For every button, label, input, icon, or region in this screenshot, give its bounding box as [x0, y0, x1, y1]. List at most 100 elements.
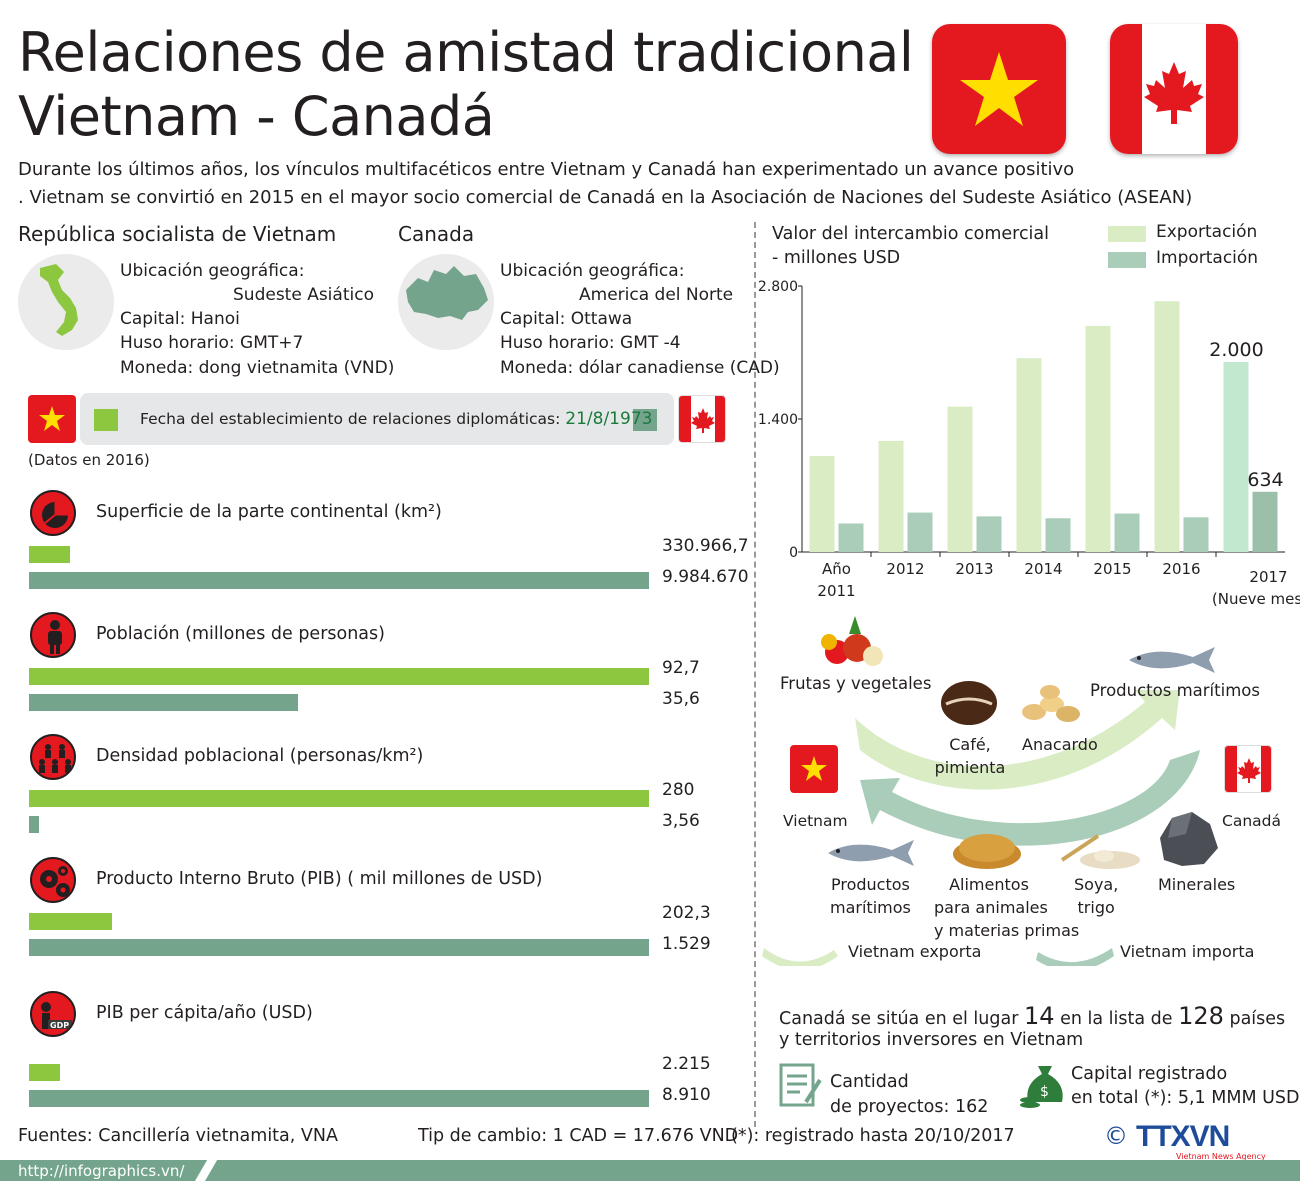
- x-tick-label: (Nueve meses): [1212, 590, 1300, 608]
- fruits-vegetables-icon: [821, 616, 883, 666]
- people-group-icon: [30, 734, 76, 780]
- x-tick-label: 2015: [1093, 560, 1131, 578]
- stat-title: PIB per cápita/año (USD): [96, 1003, 313, 1023]
- export-cashew-label: Anacardo: [1022, 735, 1098, 754]
- canada-name: Canada: [398, 222, 475, 246]
- coffee-bean-icon: [941, 681, 997, 725]
- export-bar: [1016, 358, 1042, 552]
- ttxvn-logo-sub: Vietnam News Agency: [1176, 1152, 1266, 1161]
- sources: Fuentes: Cancillería vietnamita, VNA: [18, 1126, 338, 1146]
- diplomatic-label: Fecha del establecimiento de relaciones …: [140, 410, 566, 428]
- vietnam-name: República socialista de Vietnam: [18, 222, 337, 246]
- import-feed-line3: y materias primas: [934, 921, 1080, 940]
- vietnam-stat-bar: [29, 913, 112, 930]
- gears-icon: [30, 857, 76, 903]
- footer-url[interactable]: http://infographics.vn/: [18, 1162, 185, 1180]
- export-bar: [947, 406, 973, 552]
- import-seafood-line2: marítimos: [830, 898, 911, 917]
- import-bar: [838, 523, 864, 552]
- document-icon: [779, 1063, 822, 1107]
- stat-title: Densidad poblacional (personas/km²): [96, 746, 424, 766]
- canada-capital: Capital: Ottawa: [500, 309, 633, 329]
- projects-value: de proyectos: 162: [830, 1097, 989, 1117]
- vietnam-legend-swatch: [94, 409, 118, 431]
- vietnam-stat-value: 280: [662, 780, 695, 800]
- vietnam-stat-value: 92,7: [662, 658, 700, 678]
- canada-legend-swatch: [633, 409, 657, 431]
- export-coffee-line1: Café,: [949, 735, 991, 754]
- vietnam-stat-bar: [29, 668, 649, 685]
- export-bar: [1154, 301, 1180, 552]
- import-seafood-label: Productos marítimos: [830, 873, 911, 919]
- canada-stat-value: 8.910: [662, 1085, 711, 1105]
- legend-export-label: Exportación: [1156, 222, 1258, 242]
- vietnam-stat-value: 2.215: [662, 1054, 711, 1074]
- vietnam-currency: Moneda: dong vietnamita (VND): [120, 358, 395, 378]
- investment-line2: y territorios inversores en Vietnam: [779, 1030, 1084, 1050]
- import-soy-line2: trigo: [1077, 898, 1115, 917]
- investment-rank: 14: [1023, 1002, 1055, 1030]
- export-seafood-label: Productos marítimos: [1090, 681, 1260, 700]
- projects-label: Cantidad: [830, 1072, 909, 1092]
- import-minerals-label: Minerales: [1158, 875, 1236, 894]
- canada-stat-bar: [29, 816, 39, 833]
- x-tick-label: 2011: [817, 582, 855, 600]
- animal-feed-icon: [953, 834, 1021, 869]
- export-bar: [1223, 362, 1249, 552]
- investment-text-b: en la lista de: [1054, 1009, 1179, 1029]
- stat-title: Superficie de la parte continental (km²): [96, 502, 442, 522]
- svg-text:GDP: GDP: [50, 1021, 69, 1030]
- import-bar: [907, 512, 933, 552]
- export-fruits-label: Frutas y vegetales: [780, 674, 932, 693]
- vietnam-trade-label: Vietnam: [783, 812, 848, 830]
- money-bag-icon: $: [1020, 1066, 1063, 1108]
- page-title-line2: Vietnam - Canadá: [18, 85, 495, 148]
- x-tick-label: 2014: [1024, 560, 1062, 578]
- canada-stat-bar: [29, 694, 298, 711]
- import-bar: [1252, 491, 1278, 552]
- minerals-icon: [1160, 812, 1218, 866]
- legend-import-swatch: [1108, 252, 1146, 268]
- registration-note: (*): registrado hasta 20/10/2017: [731, 1126, 1015, 1146]
- investment-total: 128: [1178, 1002, 1224, 1030]
- investment-text-a: Canadá se sitúa en el lugar: [779, 1009, 1024, 1029]
- vietnam-flag-large: [932, 24, 1066, 154]
- diplomatic-banner: [80, 393, 674, 445]
- canada-stat-bar: [29, 1090, 649, 1107]
- vietnam-location-label: Ubicación geográfica:: [120, 261, 305, 281]
- vietnam-stat-value: 330.966,7: [662, 536, 749, 556]
- export-coffee-line2: pimienta: [934, 758, 1006, 777]
- ttxvn-logo: TTXVN: [1136, 1120, 1230, 1153]
- import-bar: [976, 516, 1002, 552]
- import-2017-label: 634: [1247, 469, 1283, 491]
- import-soy-label: Soya, trigo: [1074, 873, 1118, 919]
- canada-trade-label: Canadá: [1222, 812, 1281, 830]
- vietnam-map-icon: [18, 254, 114, 350]
- pie-chart-icon: [30, 490, 76, 536]
- vietnam-flag-small: [28, 395, 76, 443]
- vietnam-location-value: Sudeste Asiático: [233, 285, 374, 305]
- exchange-rate: Tip de cambio: 1 CAD = 17.676 VND: [418, 1126, 739, 1146]
- export-bar: [1085, 325, 1111, 552]
- export-bar: [809, 456, 835, 552]
- trade-flow-arrows: [855, 690, 1200, 846]
- import-soy-line1: Soya,: [1074, 875, 1119, 894]
- fish-export-icon: [1129, 647, 1215, 673]
- capital-label: Capital registrado: [1071, 1064, 1228, 1084]
- cashew-icon: [1022, 685, 1080, 722]
- canada-stat-value: 35,6: [662, 689, 700, 709]
- canada-currency: Moneda: dólar canadiense (CAD): [500, 358, 780, 378]
- intro-line2: . Vietnam se convirtió en 2015 en el may…: [18, 187, 1193, 208]
- vietnam-stat-bar: [29, 790, 649, 807]
- svg-text:$: $: [1040, 1084, 1049, 1100]
- canada-stat-bar: [29, 572, 649, 589]
- vietnam-stat-bar: [29, 546, 70, 563]
- x-tick-label: Año: [822, 560, 851, 578]
- vietnam-stat-value: 202,3: [662, 903, 711, 923]
- canada-stat-value: 3,56: [662, 811, 700, 831]
- export-2017-label: 2.000: [1209, 339, 1263, 361]
- export-legend-arrow: [762, 948, 838, 966]
- chart-title-line1: Valor del intercambio comercial: [772, 224, 1050, 244]
- legend-import-label: Importación: [1156, 248, 1259, 268]
- export-coffee-label: Café, pimienta: [932, 733, 1008, 779]
